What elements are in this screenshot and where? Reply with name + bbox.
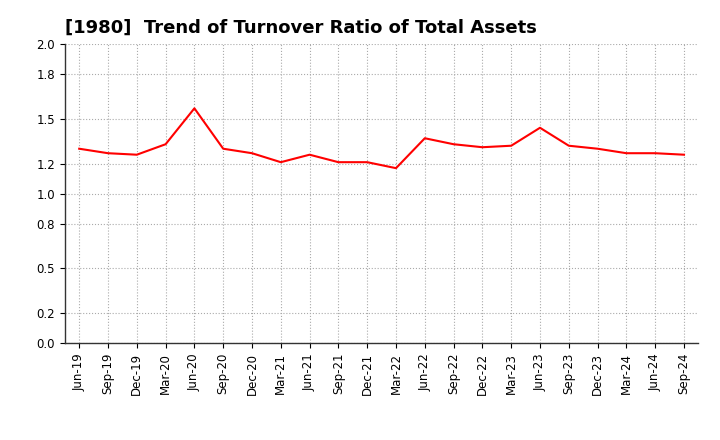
Text: [1980]  Trend of Turnover Ratio of Total Assets: [1980] Trend of Turnover Ratio of Total … [65,19,536,37]
